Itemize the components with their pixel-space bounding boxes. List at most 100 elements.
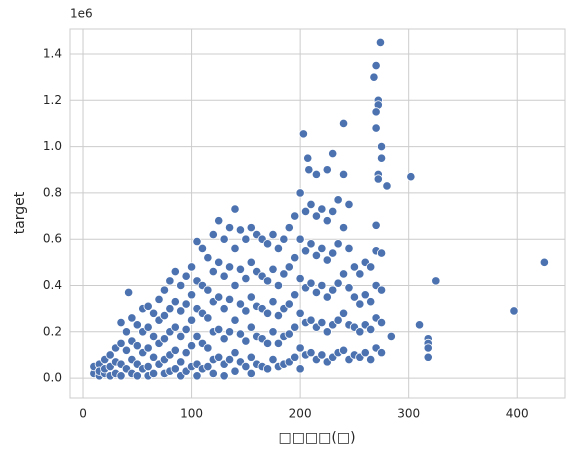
y-tick-label: 0.2 [43,324,62,338]
point [176,306,186,316]
point [338,169,349,179]
point [376,153,387,163]
point [241,273,251,284]
y-offset-label: 1e6 [70,7,93,21]
point [366,297,376,307]
point [349,262,360,272]
point [539,257,549,267]
point [333,195,343,205]
point [143,301,153,311]
point [306,315,316,325]
point [306,239,316,249]
point [355,327,365,337]
point [159,285,170,295]
point [322,216,332,226]
point [159,310,170,321]
point [224,223,235,233]
y-axis-label: target [12,191,28,234]
point [235,225,246,235]
point [262,308,273,318]
point [165,304,175,314]
point [333,239,343,249]
point [192,331,202,342]
point [311,169,322,179]
point [290,290,300,300]
point [376,141,387,152]
y-tick-label: 1.0 [43,139,62,153]
point [268,229,278,240]
point [224,327,235,337]
point [509,306,519,316]
point [186,290,197,300]
point [148,308,159,318]
point [246,223,256,233]
point [235,299,246,309]
point [375,37,386,48]
point [116,338,126,348]
point [317,280,327,291]
point [366,262,376,272]
point [328,285,338,295]
point [284,329,294,339]
point [262,338,273,348]
point [268,354,278,365]
point [121,345,132,355]
y-tick-label: 1.4 [43,47,62,61]
point [230,315,240,325]
point [355,269,365,279]
point [322,165,332,175]
point [317,204,327,214]
point [317,317,327,328]
point [148,368,159,379]
point [284,262,294,272]
point [284,223,294,233]
x-tick-label: 400 [506,407,529,421]
point [371,220,381,230]
point [214,292,224,302]
point [208,229,218,240]
x-tick-label: 200 [289,407,312,421]
point [306,278,316,288]
point [170,322,180,332]
point [214,257,224,267]
point [366,354,376,365]
point [132,320,142,330]
point [369,72,379,82]
point [132,341,142,351]
point [298,129,308,139]
point [273,338,284,348]
point [176,331,186,342]
point [360,290,370,300]
point [214,216,224,226]
point [423,352,433,362]
y-tick-label: 1.2 [43,93,62,107]
point [355,299,365,309]
point [322,327,332,337]
point [311,211,322,221]
point [170,297,180,307]
point [219,371,229,381]
point [317,350,327,360]
point [170,364,180,374]
point [203,285,213,295]
point [165,276,175,286]
point [273,243,284,254]
point [290,253,300,263]
point [176,357,186,367]
point [376,248,387,258]
point [366,324,376,335]
point [344,199,354,210]
point [284,299,294,309]
point [224,354,235,365]
y-tick-label: 0.6 [43,232,62,246]
point [186,315,197,325]
point [192,236,202,247]
point [186,262,197,272]
point [235,264,246,274]
point [295,188,305,198]
point [224,262,235,272]
point [116,317,126,328]
point [300,206,311,217]
point [311,287,322,298]
point [349,292,360,302]
